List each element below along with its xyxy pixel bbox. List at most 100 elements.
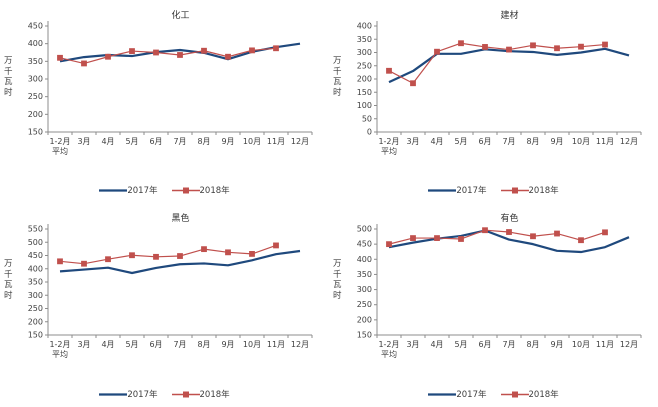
legend-item-2017年: 2017年 [99,388,158,400]
x-tick-label: 10月 [572,340,590,349]
series-marker [554,230,560,237]
series-marker [225,249,231,256]
series-marker [578,237,584,244]
y-tick-label: 250 [28,92,43,101]
legend: 2017年 2018年 [0,388,329,400]
chart-title: 建材 [500,11,519,21]
y-tick-label: 150 [357,88,372,97]
series-marker [249,251,255,257]
x-tick-label: 4月 [101,137,114,146]
y-tick-label: 350 [357,270,372,279]
y-tick-label: 500 [28,238,43,247]
legend-marker [182,187,189,193]
series-marker [434,48,440,55]
x-tick-label: 8月 [526,340,539,349]
x-tick-label: 5月 [454,137,467,146]
y-tick-label: 400 [357,255,372,264]
legend-item-2017年: 2017年 [428,388,487,400]
x-tick-label: 12月 [620,137,638,146]
y-axis-title: 万千瓦时 [4,56,13,98]
x-tick-label: 3月 [406,340,419,349]
legend: 2017年 2018年 [329,388,658,400]
y-tick-label: 50 [362,114,372,123]
y-tick-label: 300 [357,285,372,294]
x-tick-label: 6月 [149,340,162,349]
y-tick-label: 400 [28,264,43,273]
legend-label: 2018年 [199,186,230,196]
chart-title: 黑色 [171,214,190,224]
series-marker [105,256,111,263]
series-marker [273,45,279,52]
y-tick-label: 200 [28,317,43,326]
legend-key-icon [171,187,200,193]
legend-key-icon [99,392,128,396]
series-line-2017年 [59,249,301,275]
y-tick-label: 250 [357,300,372,309]
y-tick-label: 400 [357,22,372,31]
legend-item-2018年: 2018年 [500,388,559,400]
x-tick-label: 7月 [502,340,515,349]
y-tick-label: 500 [357,225,372,234]
series-marker [177,52,183,58]
x-tick-label: 1-2月 [378,137,399,146]
series-marker [225,53,231,60]
x-tick-label: 11月 [267,137,285,146]
series-marker [458,40,464,47]
x-tick-label: 4月 [430,137,443,146]
x-tick-label: 6月 [149,137,162,146]
x-tick-label: 11月 [267,340,285,349]
series-marker [554,45,560,52]
legend-item-2018年: 2018年 [500,184,559,196]
series-marker [578,43,584,50]
x-tick-label: 12月 [291,137,309,146]
legend-label: 2017年 [456,390,487,400]
y-tick-label: 150 [357,331,372,340]
legend-key-icon [500,187,529,193]
x-tick-label: 1-2月 [378,340,399,349]
series-marker [410,235,416,241]
series-marker [530,42,536,49]
series-line-2018年 [59,47,277,65]
y-tick-label: 350 [357,35,372,44]
y-tick-label: 300 [28,75,43,84]
x-tick-label: 10月 [572,137,590,146]
series-line-2017年 [388,229,630,254]
series-marker [506,229,512,235]
legend-label: 2017年 [127,186,158,196]
series-marker [602,229,608,236]
y-tick-label: 200 [357,75,372,84]
series-marker [153,253,159,260]
y-tick-label: 250 [357,61,372,70]
legend-marker [182,391,189,397]
x-tick-label: 3月 [406,137,419,146]
x-tick-label: 10月 [243,137,261,146]
y-tick-label: 400 [28,39,43,48]
y-tick-label: 300 [28,291,43,300]
x-tick-label: 12月 [620,340,638,349]
series-marker [482,44,488,50]
x-tick-label: 10月 [243,340,261,349]
series-marker [386,67,392,74]
x-tick-label: 5月 [125,340,138,349]
x-tick-label: 9月 [221,340,234,349]
legend-item-2018年: 2018年 [171,388,230,400]
x-tick-label: 1-2月 [49,340,70,349]
legend-item-2018年: 2018年 [171,184,230,196]
x-tick-label: 7月 [173,137,186,146]
x-tick-label: 1-2月 [49,137,70,146]
y-tick-label: 300 [357,48,372,57]
legend-label: 2017年 [127,390,158,400]
x-tick-label: 8月 [197,340,210,349]
x-tick-label: 平均 [381,146,397,156]
series-marker [81,260,87,267]
legend-label: 2017年 [456,186,487,196]
y-tick-label: 350 [28,278,43,287]
legend-item-2017年: 2017年 [99,184,158,196]
legend-label: 2018年 [528,390,559,400]
legend-key-icon [500,391,529,397]
series-line-2018年 [388,229,606,245]
x-tick-label: 9月 [221,137,234,146]
chart-huagong: 化工 万千瓦时 150 200 250 300 350 400 450 1-2月 平均 3月 4月 5… [0,0,329,203]
series-marker [129,48,135,54]
